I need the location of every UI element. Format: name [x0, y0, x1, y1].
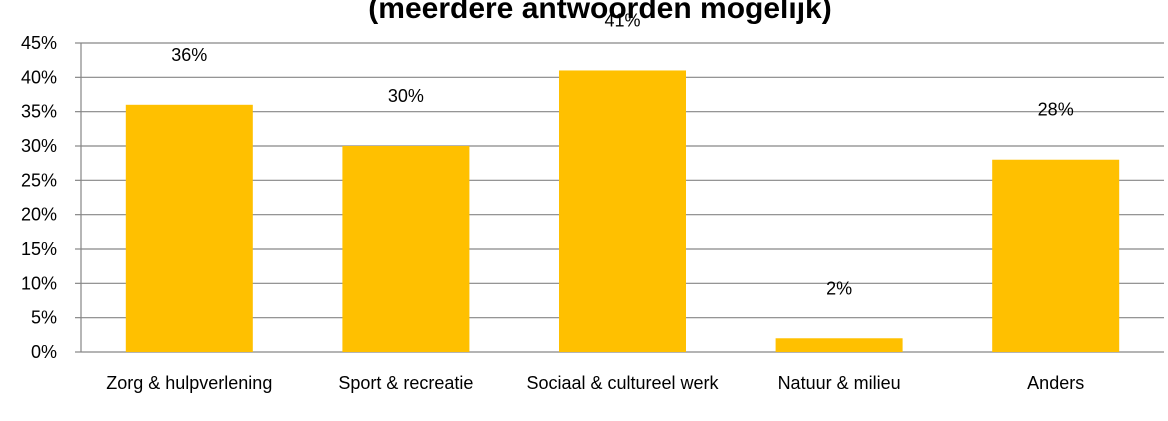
- y-tick-label: 10%: [21, 273, 57, 293]
- chart-title: (meerdere antwoorden mogelijk): [368, 0, 831, 25]
- data-label: 28%: [1038, 100, 1074, 120]
- x-category-label: Natuur & milieu: [778, 373, 901, 393]
- y-tick-label: 25%: [21, 170, 57, 190]
- data-label: 36%: [171, 45, 207, 65]
- data-label: 41%: [604, 10, 640, 30]
- x-axis-categories: Zorg & hulpverlening Sport & recreatie Soc…: [106, 373, 1084, 393]
- x-category-label: Zorg & hulpverlening: [106, 373, 272, 393]
- bar: [559, 70, 686, 352]
- x-category-label: Sport & recreatie: [338, 373, 473, 393]
- x-category-label: Anders: [1027, 373, 1084, 393]
- bar: [125, 104, 253, 352]
- y-tick-label: 5%: [31, 308, 57, 328]
- y-tick-label: 0%: [31, 342, 57, 362]
- y-tick-label: 40%: [21, 67, 57, 87]
- y-tick-label: 35%: [21, 102, 57, 122]
- y-tick-label: 30%: [21, 136, 57, 156]
- data-label: 30%: [388, 86, 424, 106]
- y-tick-label: 15%: [21, 239, 57, 259]
- y-tick-label: 20%: [21, 205, 57, 225]
- x-category-label: Sociaal & cultureel werk: [526, 373, 719, 393]
- bar: [342, 146, 470, 352]
- bar: [775, 338, 903, 352]
- bar: [992, 159, 1120, 352]
- y-axis-ticks: 0% 5% 10% 15% 20% 25% 30% 35% 40% 45%: [21, 33, 81, 362]
- bars: [125, 70, 1120, 352]
- data-label: 2%: [826, 278, 852, 298]
- data-labels: 36% 30% 41% 2% 28%: [171, 10, 1073, 298]
- y-tick-label: 45%: [21, 33, 57, 53]
